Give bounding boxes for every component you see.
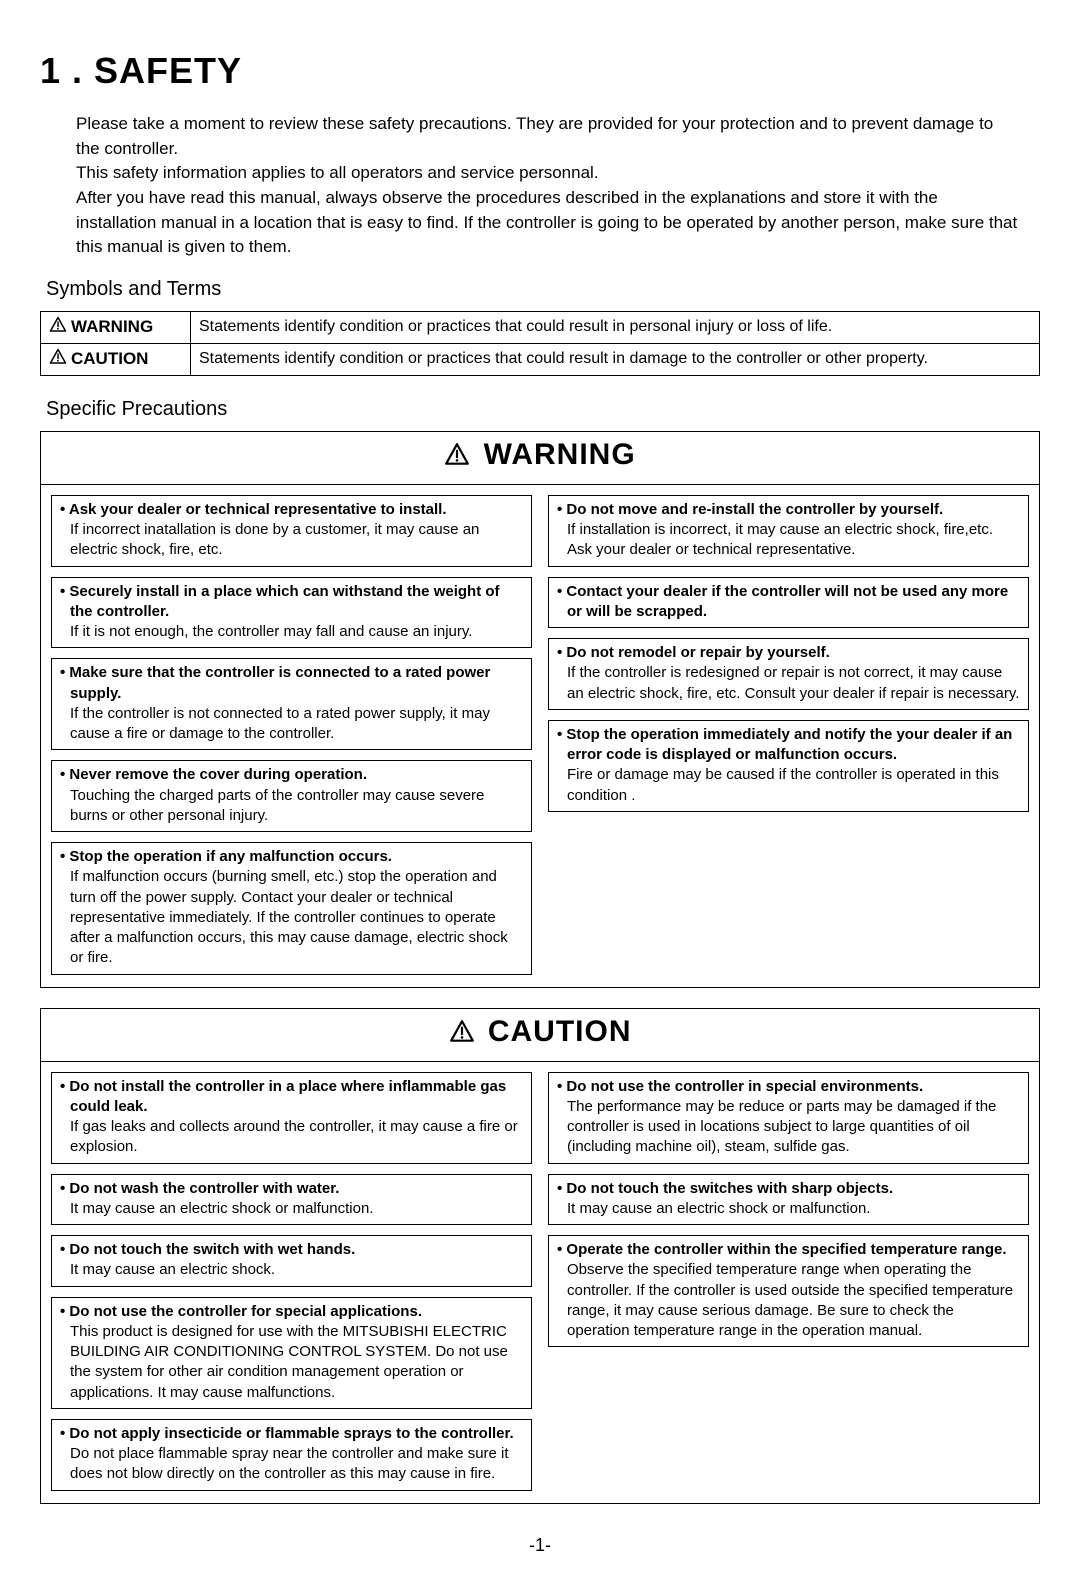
- precaution-body: Observe the specified temperature range …: [557, 1260, 1020, 1341]
- specific-heading: Specific Precautions: [46, 398, 1040, 421]
- symbol-label-warning: WARNING: [41, 311, 191, 343]
- symbol-desc: Statements identify condition or practic…: [191, 343, 1040, 375]
- precaution-title: Stop the operation immediately and notif…: [557, 725, 1020, 766]
- precaution-body: If the controller is redesigned or repai…: [557, 663, 1020, 704]
- caution-box: CAUTION Do not install the controller in…: [40, 1008, 1040, 1504]
- precaution-body: The performance may be reduce or parts m…: [557, 1097, 1020, 1158]
- precaution-title: Securely install in a place which can wi…: [60, 582, 523, 623]
- precaution-item: Do not use the controller for special ap…: [51, 1297, 532, 1409]
- precaution-item: Do not touch the switch with wet hands.I…: [51, 1235, 532, 1287]
- precaution-body: This product is designed for use with th…: [60, 1322, 523, 1403]
- precaution-body: If installation is incorrect, it may cau…: [557, 520, 1020, 561]
- precaution-body: It may cause an electric shock or malfun…: [557, 1199, 1020, 1219]
- precaution-item: Do not touch the switches with sharp obj…: [548, 1174, 1029, 1226]
- precaution-title: Never remove the cover during operation.: [60, 765, 523, 785]
- caution-left-col: Do not install the controller in a place…: [51, 1072, 532, 1491]
- warning-left-col: Ask your dealer or technical representat…: [51, 495, 532, 975]
- chapter-name: SAFETY: [94, 50, 242, 91]
- precaution-item: Do not wash the controller with water.It…: [51, 1174, 532, 1226]
- warning-triangle-icon: [49, 348, 67, 371]
- precaution-title: Do not move and re-install the controlle…: [557, 500, 1020, 520]
- precaution-item: Never remove the cover during operation.…: [51, 760, 532, 832]
- precaution-title: Do not wash the controller with water.: [60, 1179, 523, 1199]
- precaution-title: Ask your dealer or technical representat…: [60, 500, 523, 520]
- precaution-item: Operate the controller within the specif…: [548, 1235, 1029, 1347]
- caution-right-col: Do not use the controller in special env…: [548, 1072, 1029, 1491]
- warning-box: WARNING Ask your dealer or technical rep…: [40, 431, 1040, 988]
- precaution-title: Do not remodel or repair by yourself.: [557, 643, 1020, 663]
- table-row: CAUTION Statements identify condition or…: [41, 343, 1040, 375]
- precaution-body: Touching the charged parts of the contro…: [60, 786, 523, 827]
- intro-p3: After you have read this manual, always …: [76, 186, 1020, 260]
- precaution-item: Contact your dealer if the controller wi…: [548, 577, 1029, 629]
- precaution-body: If gas leaks and collects around the con…: [60, 1117, 523, 1158]
- symbols-table: WARNING Statements identify condition or…: [40, 311, 1040, 376]
- precaution-item: Securely install in a place which can wi…: [51, 577, 532, 649]
- warning-triangle-icon: [449, 1019, 475, 1053]
- precaution-title: Do not use the controller in special env…: [557, 1077, 1020, 1097]
- chapter-title: 1 . SAFETY: [40, 50, 1040, 92]
- warning-triangle-icon: [444, 442, 470, 476]
- warning-triangle-icon: [49, 316, 67, 339]
- warning-body: Ask your dealer or technical representat…: [41, 485, 1039, 987]
- intro-text: Please take a moment to review these saf…: [76, 112, 1020, 260]
- page-number: -1-: [0, 1535, 1080, 1556]
- intro-p1: Please take a moment to review these saf…: [76, 112, 1020, 161]
- precaution-title: Do not use the controller for special ap…: [60, 1302, 523, 1322]
- precaution-body: If malfunction occurs (burning smell, et…: [60, 867, 523, 968]
- precaution-item: Do not use the controller in special env…: [548, 1072, 1029, 1164]
- precaution-title: Do not apply insecticide or flammable sp…: [60, 1424, 523, 1444]
- chapter-number: 1: [40, 50, 61, 91]
- caution-header: CAUTION: [41, 1009, 1039, 1062]
- precaution-body: It may cause an electric shock or malfun…: [60, 1199, 523, 1219]
- precaution-body: If the controller is not connected to a …: [60, 704, 523, 745]
- precaution-body: Do not place flammable spray near the co…: [60, 1444, 523, 1485]
- precaution-body: It may cause an electric shock.: [60, 1260, 523, 1280]
- precaution-title: Do not install the controller in a place…: [60, 1077, 523, 1118]
- precaution-title: Contact your dealer if the controller wi…: [557, 582, 1020, 623]
- precaution-title: Do not touch the switch with wet hands.: [60, 1240, 523, 1260]
- precaution-item: Stop the operation if any malfunction oc…: [51, 842, 532, 975]
- precaution-item: Do not apply insecticide or flammable sp…: [51, 1419, 532, 1491]
- precaution-item: Do not install the controller in a place…: [51, 1072, 532, 1164]
- precaution-item: Do not remodel or repair by yourself.If …: [548, 638, 1029, 710]
- warning-right-col: Do not move and re-install the controlle…: [548, 495, 1029, 975]
- symbol-desc: Statements identify condition or practic…: [191, 311, 1040, 343]
- precaution-item: Stop the operation immediately and notif…: [548, 720, 1029, 812]
- intro-p2: This safety information applies to all o…: [76, 161, 1020, 186]
- precaution-title: Stop the operation if any malfunction oc…: [60, 847, 523, 867]
- precaution-item: Ask your dealer or technical representat…: [51, 495, 532, 567]
- symbol-label-caution: CAUTION: [41, 343, 191, 375]
- precaution-body: Fire or damage may be caused if the cont…: [557, 765, 1020, 806]
- table-row: WARNING Statements identify condition or…: [41, 311, 1040, 343]
- precaution-title: Do not touch the switches with sharp obj…: [557, 1179, 1020, 1199]
- precaution-body: If incorrect inatallation is done by a c…: [60, 520, 523, 561]
- precaution-title: Make sure that the controller is connect…: [60, 663, 523, 704]
- precaution-body: If it is not enough, the controller may …: [60, 622, 523, 642]
- precaution-item: Do not move and re-install the controlle…: [548, 495, 1029, 567]
- precaution-title: Operate the controller within the specif…: [557, 1240, 1020, 1260]
- precaution-item: Make sure that the controller is connect…: [51, 658, 532, 750]
- warning-header: WARNING: [41, 432, 1039, 485]
- caution-body: Do not install the controller in a place…: [41, 1062, 1039, 1503]
- symbols-heading: Symbols and Terms: [46, 278, 1040, 301]
